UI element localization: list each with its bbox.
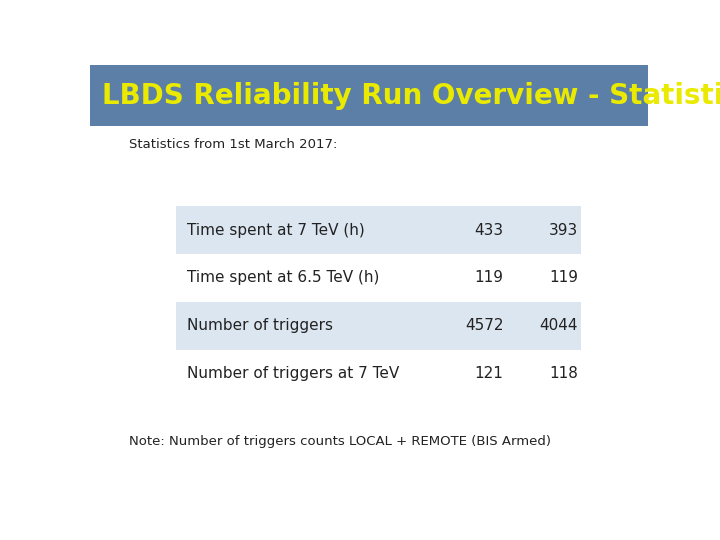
Text: 119: 119 (549, 271, 578, 286)
Bar (176, 302, 581, 349)
Text: 4572: 4572 (465, 318, 503, 333)
Text: 4044: 4044 (540, 318, 578, 333)
Text: Number of triggers at 7 TeV: Number of triggers at 7 TeV (186, 366, 399, 381)
Text: LBDS Reliability Run Overview - Statistics: LBDS Reliability Run Overview - Statisti… (102, 82, 720, 110)
Text: Number of triggers: Number of triggers (186, 318, 333, 333)
Text: Time spent at 6.5 TeV (h): Time spent at 6.5 TeV (h) (186, 271, 379, 286)
Text: Note: Number of triggers counts LOCAL + REMOTE (BIS Armed): Note: Number of triggers counts LOCAL + … (129, 435, 551, 448)
Text: 433: 433 (474, 222, 503, 238)
Text: 119: 119 (474, 271, 503, 286)
Text: Time spent at 7 TeV (h): Time spent at 7 TeV (h) (186, 222, 364, 238)
Text: 121: 121 (474, 366, 503, 381)
Text: 118: 118 (549, 366, 578, 381)
Text: 393: 393 (549, 222, 578, 238)
Bar (176, 349, 581, 397)
Text: Statistics from 1st March 2017:: Statistics from 1st March 2017: (129, 138, 338, 151)
Bar (90, 65, 648, 126)
Bar (176, 254, 581, 302)
Bar (176, 206, 581, 254)
